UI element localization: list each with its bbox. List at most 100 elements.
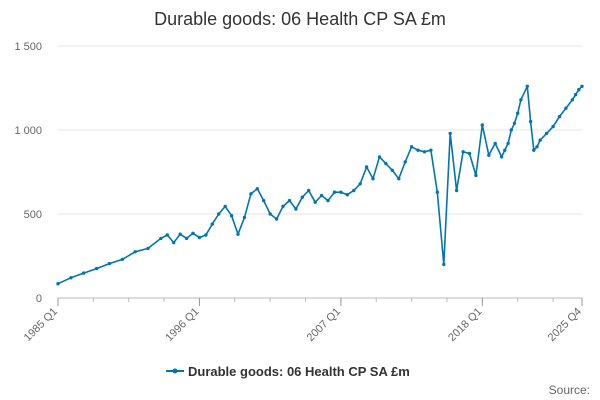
source-label: Source: [549,383,590,397]
data-point [197,235,202,240]
data-point [535,145,539,149]
data-point [384,161,388,166]
data-point [281,204,285,209]
data-point [551,124,555,129]
data-point [487,153,491,157]
data-point [339,190,343,194]
data-point [557,114,562,119]
data-point [474,173,478,178]
data-point [532,148,536,152]
x-tick-label: 2018 Q1 [446,306,484,344]
y-tick-label: 500 [24,209,42,221]
data-point [56,282,60,286]
data-point [326,198,330,203]
data-point [242,215,247,220]
data-point [580,84,584,89]
data-point [429,148,433,152]
data-point [435,190,439,194]
data-point [191,231,195,235]
y-tick-label: 1 500 [14,41,42,53]
data-point [409,145,414,149]
x-tick-label: 2007 Q1 [305,306,343,344]
y-tick-label: 1 000 [14,125,42,137]
legend[interactable]: Durable goods: 06 Health CP SA £m [166,364,410,379]
data-point [499,155,504,159]
data-point [390,168,394,172]
data-point [178,232,182,236]
data-point [364,165,369,169]
data-point [146,246,150,251]
data-point [133,250,137,254]
data-point [454,188,459,193]
data-point [519,98,523,102]
legend-marker [172,368,178,374]
data-point [397,177,401,181]
data-point [442,262,446,267]
data-point [249,192,253,196]
y-tick-label: 0 [36,293,42,305]
data-point [461,150,465,154]
data-point [416,148,420,152]
data-point [525,84,529,89]
data-point [403,160,407,164]
data-point [229,214,234,218]
data-point [493,141,497,146]
data-point [159,236,163,241]
data-point [528,119,533,124]
data-point [274,217,279,221]
data-point [300,195,304,199]
x-axis: 1985 Q1 1996 Q1 2007 Q1 2018 Q1 2025 Q4 [22,298,584,344]
data-point [262,198,266,203]
data-point [120,257,125,262]
data-point [352,188,356,193]
data-point [307,188,311,193]
data-point [204,233,208,237]
data-point [467,151,472,156]
series-line [57,85,583,285]
x-tick-label: 1985 Q1 [22,306,60,344]
data-point [577,88,581,92]
y-axis: 0 500 1 000 1 500 [14,41,42,305]
x-tick-label: 1996 Q1 [163,306,201,344]
data-point [268,212,272,216]
data-point [570,98,575,102]
data-point [503,148,507,152]
data-point [210,222,214,226]
data-point [371,177,375,181]
series-layer [56,84,584,286]
data-point [564,106,568,110]
data-point [217,212,221,216]
data-point [107,261,112,266]
gridlines [58,45,582,299]
data-point [509,128,513,132]
data-point [506,141,510,146]
x-tick-label: 2025 Q4 [546,306,584,344]
data-point [69,276,73,280]
data-point [332,190,337,194]
data-point [377,155,382,159]
data-point [422,150,427,154]
data-point [165,233,169,237]
data-point [255,187,259,191]
data-point [184,236,189,241]
data-point [448,131,452,136]
data-point [358,182,362,186]
legend-label: Durable goods: 06 Health CP SA £m [188,364,410,379]
data-point [82,271,86,275]
data-point [516,111,520,115]
data-point [294,207,298,211]
data-point [223,204,227,209]
data-point [345,193,349,197]
data-point [573,93,578,97]
data-point [319,193,324,198]
data-point [287,198,292,203]
data-point [544,131,549,136]
data-point [512,121,517,126]
chart-title: Durable goods: 06 Health CP SA £m [154,9,446,29]
data-point [236,232,240,236]
data-point [313,200,317,204]
data-point [480,123,484,127]
data-point [94,266,99,271]
data-point [172,240,176,245]
